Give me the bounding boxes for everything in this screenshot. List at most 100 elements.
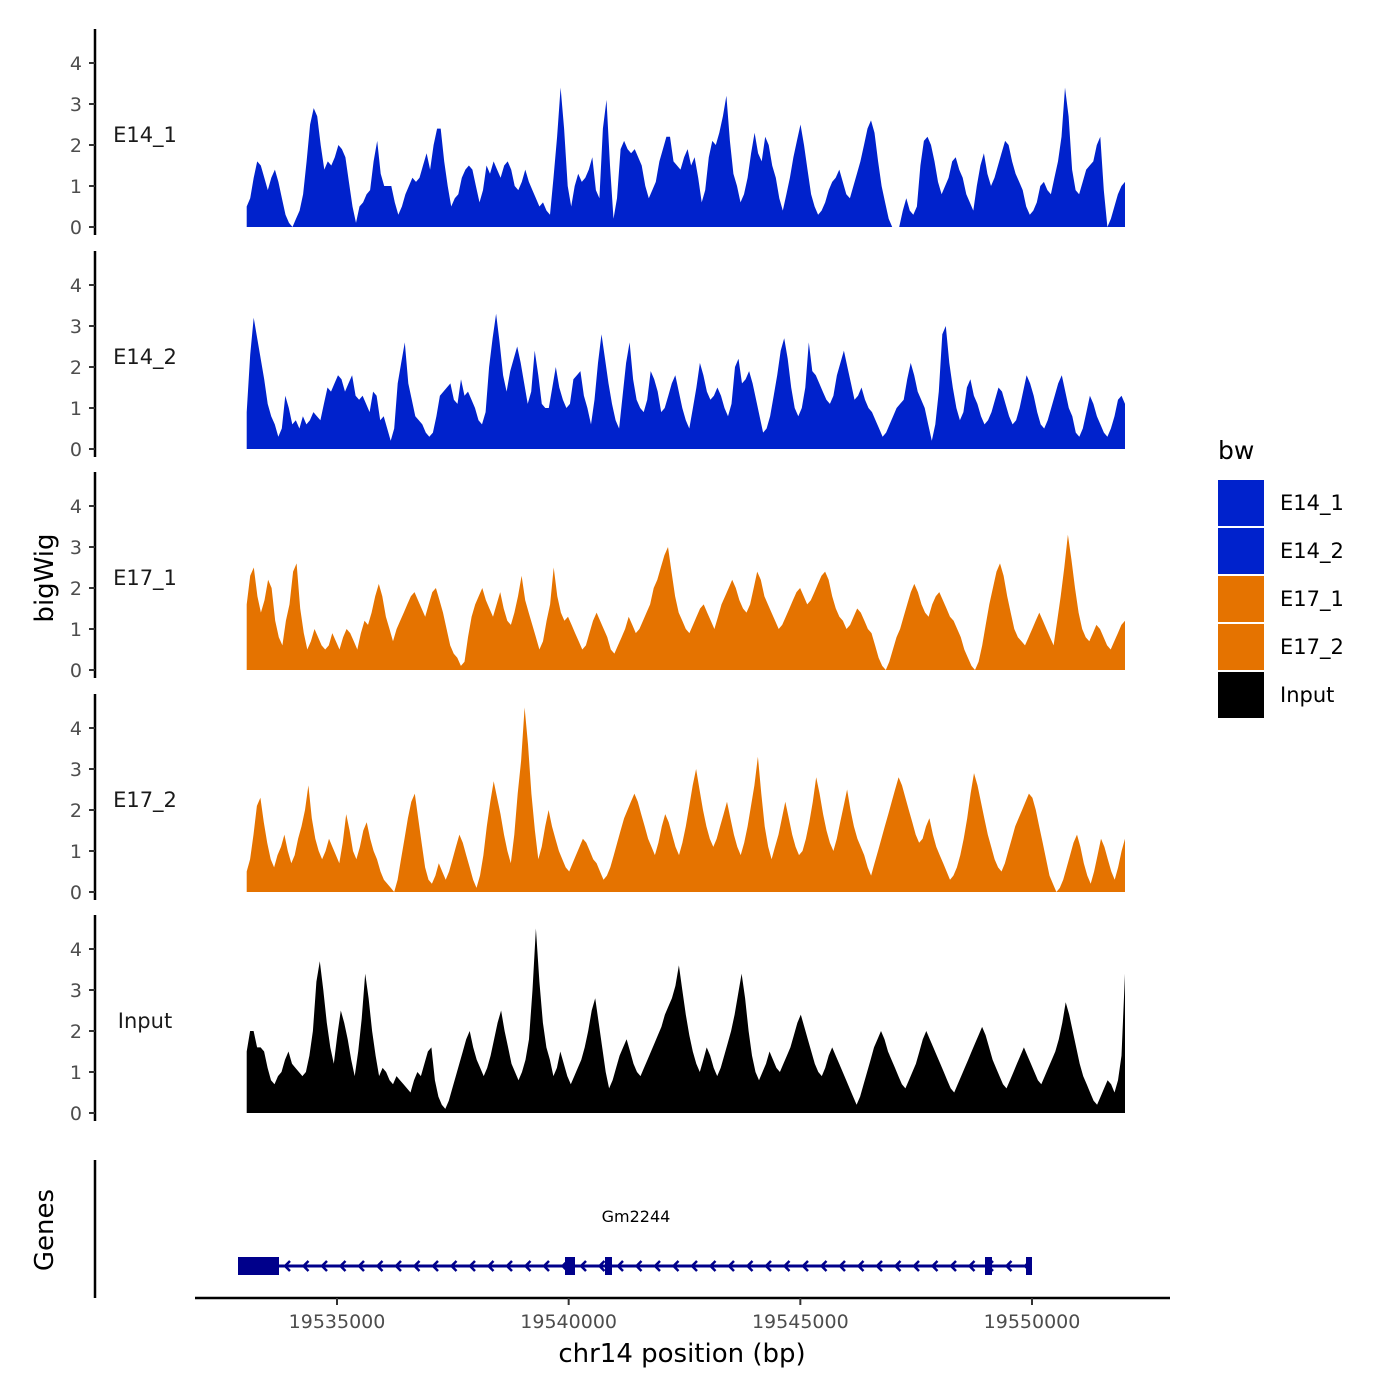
strand-arrow [1004,1260,1013,1272]
x-tick-label: 19540000 [520,1311,617,1333]
strand-arrow [671,1260,680,1272]
strand-arrow [597,1260,606,1272]
track-name-label: Input [118,1009,172,1033]
gene-model [238,1257,1032,1275]
strand-arrow [967,1260,976,1272]
strand-arrow [394,1260,402,1272]
genes-panel: Gm2244 [93,1160,1032,1298]
strand-arrow [412,1260,421,1272]
gene-exon [1026,1257,1032,1275]
strand-arrow [320,1260,328,1272]
strand-arrow [431,1260,439,1272]
legend-label: E14_1 [1280,491,1344,516]
strand-arrow [764,1260,772,1272]
x-tick-label: 19550000 [984,1311,1081,1333]
legend-swatch-Input [1218,672,1264,718]
legend-title: bw [1218,436,1254,465]
x-tick-label: 19535000 [289,1311,386,1333]
y-tick-label: 1 [70,619,82,641]
y-tick-label: 2 [70,357,82,379]
strand-arrow [357,1260,365,1272]
signal-area-E14_2 [246,313,1125,449]
track-name-label: E17_1 [113,566,177,591]
track-name-label: E14_1 [113,123,177,148]
y-tick-label: 1 [70,1062,82,1084]
strand-arrow [801,1260,809,1272]
strand-arrow [634,1260,643,1272]
strand-arrow [949,1260,957,1272]
track-Input: 0 1 2 3 4 Input [70,915,1125,1125]
strand-arrow [505,1260,513,1272]
y-tick-label: 3 [70,94,82,116]
signal-area-Input [246,928,1125,1113]
strand-arrow [616,1260,624,1272]
gene-exon [605,1257,612,1275]
strand-arrow [819,1260,828,1272]
strand-arrow [708,1260,717,1272]
x-axis-ticks: 19535000 19540000 19545000 19550000 [289,1298,1081,1333]
x-tick-label: 19545000 [752,1311,849,1333]
legend-label: Input [1280,683,1334,707]
strand-arrow [301,1260,310,1272]
strand-arrow [653,1260,661,1272]
track-E17_1: 0 1 2 3 4 E17_1 [70,472,1125,682]
x-axis-title: chr14 position (bp) [558,1339,805,1369]
y-tick-label: 2 [70,1021,82,1043]
y-tick-label: 4 [70,496,82,518]
legend-swatch-E17_1 [1218,576,1264,622]
strand-arrow [856,1260,865,1272]
strand-arrow [782,1260,791,1272]
y-tick-label: 0 [70,882,82,904]
strand-arrow [283,1260,291,1272]
y-tick-label: 0 [70,1103,82,1125]
signal-area-E17_1 [246,534,1125,670]
track-name-label: E14_2 [113,345,177,370]
y-tick-label: 1 [70,398,82,420]
legend-swatch-E14_1 [1218,480,1264,526]
y-tick-label: 3 [70,980,82,1002]
strand-arrow [745,1260,754,1272]
y-tick-label: 0 [70,660,82,682]
y-tick-label: 4 [70,718,82,740]
legend-label: E17_2 [1280,635,1344,660]
strand-arrow [893,1260,902,1272]
signal-area-E14_1 [246,87,1125,227]
strand-arrow [690,1260,698,1272]
strand-arrow [579,1260,587,1272]
legend-swatch-E17_2 [1218,624,1264,670]
gene-name-label: Gm2244 [602,1207,671,1226]
gene-exon [565,1257,575,1275]
legend: bw E14_1 E14_2 E17_1 E17_2 Input [1218,436,1344,718]
y-tick-label: 2 [70,135,82,157]
x-axis: 19535000 19540000 19545000 19550000 [195,1296,1170,1333]
track-E14_2: 0 1 2 3 4 E14_2 [70,251,1125,461]
strand-arrow [727,1260,735,1272]
strand-arrow [523,1260,532,1272]
y-tick-label: 0 [70,439,82,461]
y-tick-label: 0 [70,217,82,239]
legend-label: E17_1 [1280,587,1344,612]
y-tick-label: 4 [70,53,82,75]
y-tick-label: 4 [70,939,82,961]
signal-tracks: 0 1 2 3 4 E14_1 0 1 2 3 4 E14_2 0 1 2 3 4 E17_1 0 1 2 3 4 E17_2… [70,29,1125,1125]
y-tick-label: 3 [70,537,82,559]
strand-arrow [838,1260,846,1272]
strand-arrow [449,1260,458,1272]
legend-label: E14_2 [1280,539,1344,564]
track-E17_2: 0 1 2 3 4 E17_2 [70,694,1125,904]
strand-arrow [875,1260,883,1272]
signal-area-E17_2 [246,707,1125,892]
y-tick-label: 2 [70,800,82,822]
gene-exon [985,1257,992,1275]
track-name-label: E17_2 [113,788,177,813]
gene-exon [238,1257,279,1275]
legend-swatch-E14_2 [1218,528,1264,574]
y-axis-title: bigWig [30,533,60,622]
y-tick-label: 3 [70,316,82,338]
y-tick-label: 4 [70,275,82,297]
strand-arrow [486,1260,495,1272]
strand-arrow [542,1260,550,1272]
y-tick-label: 3 [70,759,82,781]
strand-arrow [912,1260,920,1272]
